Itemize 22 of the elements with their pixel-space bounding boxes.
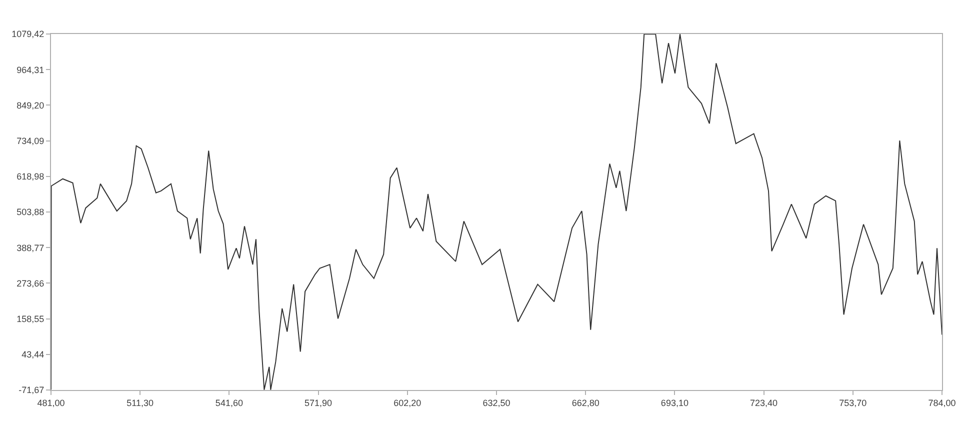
x-tick-label: 632,50 <box>482 398 510 408</box>
x-tick-label: 784,00 <box>928 398 956 408</box>
x-tick-label: 571,90 <box>304 398 332 408</box>
y-tick-label: 158,55 <box>16 314 44 324</box>
y-tick-label: 618,98 <box>16 172 44 182</box>
x-tick-label: 693,10 <box>660 398 688 408</box>
y-tick-label: 964,31 <box>16 64 44 75</box>
x-tick-label: 602,20 <box>394 398 422 408</box>
y-tick-label: 273,66 <box>16 278 44 288</box>
x-tick-label: 541,60 <box>215 398 243 408</box>
y-tick-label: 388,77 <box>16 242 44 253</box>
x-tick-label: 662,80 <box>572 398 600 408</box>
x-tick-label: 753,70 <box>839 398 867 408</box>
x-tick-label: 481,00 <box>37 398 65 408</box>
y-tick-label: 849,20 <box>16 100 44 110</box>
y-tick-label: 1079,42 <box>12 29 44 40</box>
y-tick-label: 43,44 <box>22 350 44 360</box>
y-tick-label: 734,09 <box>16 136 44 146</box>
y-tick-label: -71,67 <box>18 385 44 396</box>
y-tick-label: 503,88 <box>16 207 44 218</box>
x-tick-label: 511,30 <box>126 398 154 408</box>
x-tick-label: 723,40 <box>750 398 778 408</box>
